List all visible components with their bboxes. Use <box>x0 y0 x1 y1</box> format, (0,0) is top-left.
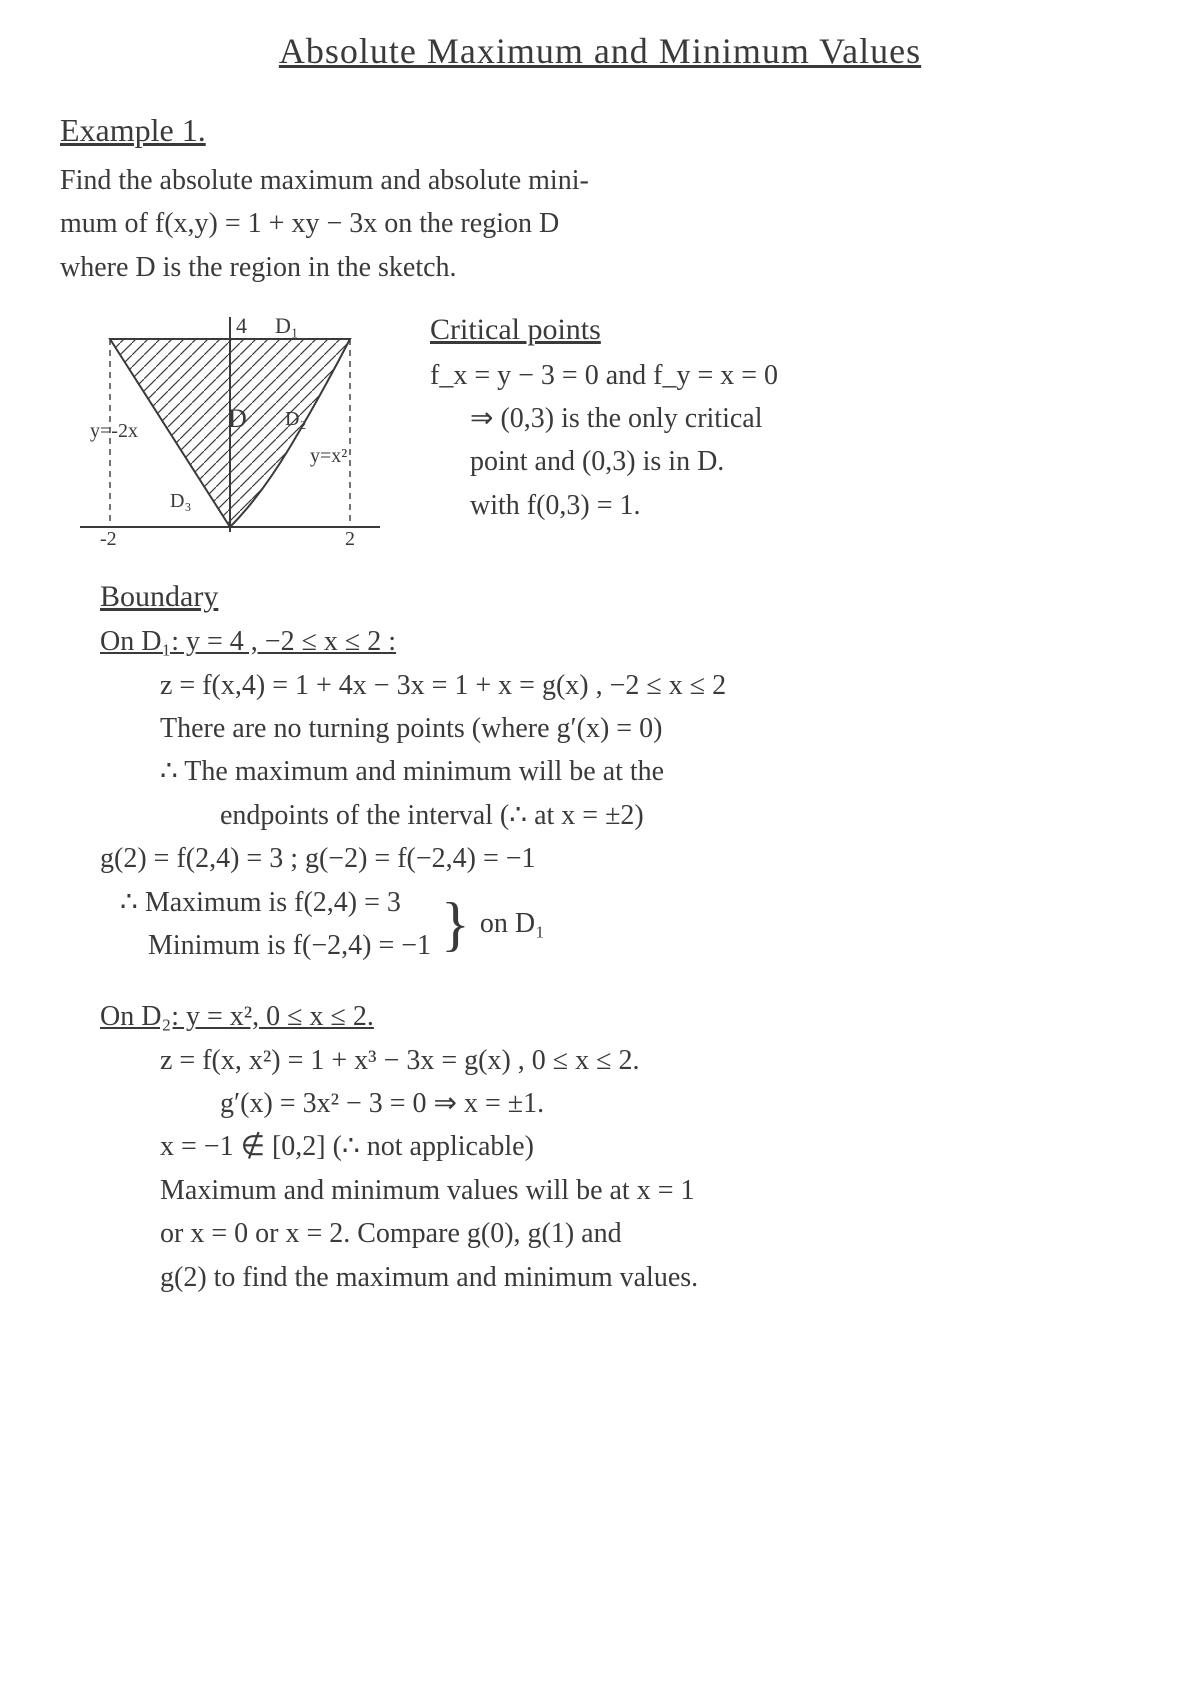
example-heading: Example 1. <box>60 112 1140 149</box>
d1-l4: endpoints of the interval (∴ at x = ±2) <box>220 794 1140 837</box>
critical-l1: f_x = y − 3 = 0 and f_y = x = 0 <box>430 354 1140 397</box>
d1-maxmin-pair: ∴ Maximum is f(2,4) = 3 Minimum is f(−2,… <box>120 881 1140 968</box>
d2-l4: Maximum and minimum values will be at x … <box>160 1169 1140 1212</box>
d2-heading: On D₂: y = x², 0 ≤ x ≤ 2. <box>100 995 1140 1038</box>
critical-l4: with f(0,3) = 1. <box>470 484 1140 527</box>
page: Absolute Maximum and Minimum Values Exam… <box>0 0 1200 1339</box>
xright-label: 2 <box>345 528 355 547</box>
d2-l3: x = −1 ∉ [0,2] (∴ not applicable) <box>160 1125 1140 1168</box>
left-curve-label: y=-2x <box>90 420 138 442</box>
sketch-and-critical-row: 4 D₁ -2 2 D y=-2x y=x² D₂ D₃ Critical po… <box>60 307 1140 552</box>
d1-label: D₁ <box>275 313 299 338</box>
critical-l3: point and (0,3) is in D. <box>470 440 1140 483</box>
d2-l1: z = f(x, x²) = 1 + x³ − 3x = g(x) , 0 ≤ … <box>160 1039 1140 1082</box>
d2-l2: g′(x) = 3x² − 3 = 0 ⇒ x = ±1. <box>220 1082 1140 1125</box>
d2-label: D₂ <box>285 408 306 430</box>
d1-l1: z = f(x,4) = 1 + 4x − 3x = 1 + x = g(x) … <box>160 664 1140 707</box>
boundary-heading: Boundary <box>100 580 1140 614</box>
d-label: D <box>228 404 247 433</box>
d3-label: D₃ <box>170 490 191 512</box>
d2-l6: g(2) to find the maximum and minimum val… <box>160 1256 1140 1299</box>
prompt-line-2: mum of f(x,y) = 1 + xy − 3x on the regio… <box>60 202 1140 245</box>
d1-heading: On D₁: y = 4 , −2 ≤ x ≤ 2 : <box>100 620 1140 663</box>
d1-l3: ∴ The maximum and minimum will be at the <box>160 750 1140 793</box>
xleft-label: -2 <box>100 528 117 547</box>
d1-l2: There are no turning points (where g′(x)… <box>160 707 1140 750</box>
d2-l5: or x = 0 or x = 2. Compare g(0), g(1) an… <box>160 1212 1140 1255</box>
critical-l2: ⇒ (0,3) is the only critical <box>470 397 1140 440</box>
critical-points-block: Critical points f_x = y − 3 = 0 and f_y … <box>430 307 1140 527</box>
region-sketch: 4 D₁ -2 2 D y=-2x y=x² D₂ D₃ <box>60 307 400 552</box>
prompt-line-3: where D is the region in the sketch. <box>60 246 1140 289</box>
d1-l5: g(2) = f(2,4) = 3 ; g(−2) = f(−2,4) = −1 <box>100 837 1140 880</box>
d1-max: ∴ Maximum is f(2,4) = 3 <box>120 881 431 924</box>
page-title: Absolute Maximum and Minimum Values <box>60 30 1140 72</box>
d1-on: on D₁ <box>480 902 545 945</box>
brace-icon: } <box>441 900 470 948</box>
prompt-line-1: Find the absolute maximum and absolute m… <box>60 159 1140 202</box>
critical-heading: Critical points <box>430 307 1140 354</box>
right-curve-label: y=x² <box>310 445 347 467</box>
top-label: 4 <box>236 313 247 338</box>
d1-min: Minimum is f(−2,4) = −1 <box>148 924 431 967</box>
